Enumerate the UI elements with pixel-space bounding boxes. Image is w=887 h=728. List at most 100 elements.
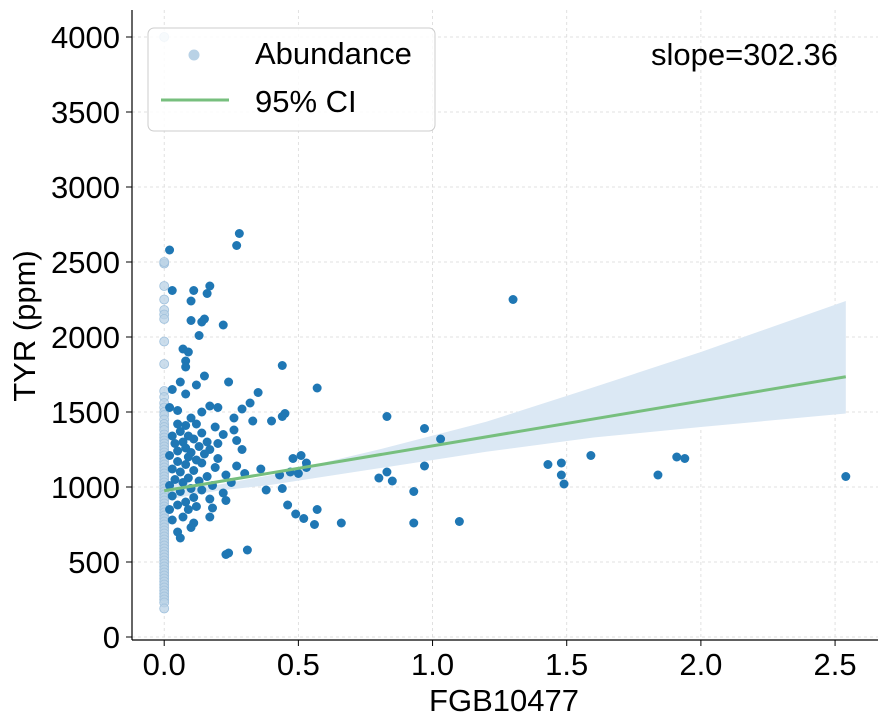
data-point-45 [167, 431, 177, 441]
data-point-11 [218, 320, 228, 330]
data-point-26 [245, 398, 255, 408]
legend-label-abundance: Abundance [255, 36, 412, 71]
y-ticks: 0 500 1000 1500 2000 2500 3000 3500 4000 [51, 20, 132, 655]
y-axis-label: TYR (ppm) [7, 250, 42, 402]
data-point-5 [189, 286, 199, 295]
data-point-126 [387, 476, 397, 486]
data-point-120 [167, 515, 177, 525]
y-tick-label-8: 4000 [51, 20, 120, 55]
data-point-3 [232, 241, 242, 250]
data-point-117 [186, 523, 196, 532]
data-point-119 [175, 533, 185, 543]
data-point-18 [199, 371, 209, 381]
data-point-142 [680, 454, 690, 463]
data-point-124 [374, 473, 384, 483]
data-point-130 [419, 424, 429, 433]
zero-point-2 [159, 257, 170, 267]
data-point-55 [194, 442, 204, 451]
data-point-70 [256, 464, 266, 474]
legend-frame [147, 27, 436, 132]
fit-line [163, 375, 847, 493]
y-tick-label-5: 2500 [51, 245, 120, 280]
data-point-140 [653, 470, 663, 480]
data-point-4 [205, 281, 215, 291]
data-point-32 [267, 416, 277, 426]
data-point-69 [232, 461, 242, 471]
data-point-95 [261, 485, 271, 495]
fit-line-layer [163, 375, 847, 493]
data-point-59 [173, 446, 183, 456]
data-point-62 [165, 451, 175, 460]
data-point-137 [556, 470, 566, 480]
data-point-23 [253, 388, 263, 397]
data-point-7 [186, 296, 196, 306]
data-point-76 [221, 470, 231, 480]
data-point-50 [202, 437, 212, 447]
data-point-14 [183, 347, 193, 357]
data-point-67 [197, 458, 207, 468]
data-point-93 [197, 485, 207, 495]
data-point-63 [183, 452, 193, 462]
data-point-52 [170, 439, 180, 448]
data-point-34 [229, 413, 239, 423]
data-point-25 [181, 389, 191, 399]
data-point-134 [508, 295, 518, 304]
data-point-96 [277, 484, 287, 493]
data-point-91 [165, 481, 175, 490]
y-tick-label-4: 2000 [51, 320, 120, 355]
data-point-54 [232, 436, 242, 445]
data-point-127 [382, 412, 392, 421]
ci-band-layer [164, 301, 846, 501]
data-point-83 [296, 451, 306, 460]
data-point-100 [205, 494, 215, 504]
zero-point-3 [159, 281, 170, 291]
y-tick-label-1: 500 [68, 545, 120, 580]
data-point-24 [167, 385, 177, 394]
data-point-68 [181, 460, 191, 469]
ci-band [164, 301, 846, 501]
data-point-138 [559, 479, 569, 489]
data-point-88 [178, 478, 188, 487]
data-point-8 [186, 316, 196, 325]
data-point-115 [309, 520, 319, 529]
data-point-104 [173, 500, 183, 510]
data-point-116 [336, 518, 346, 528]
legend-marker-abundance [188, 49, 200, 61]
points-layer [159, 32, 851, 614]
data-point-111 [299, 514, 309, 523]
legend: Abundance 95% CI [147, 27, 436, 132]
data-point-99 [189, 493, 199, 502]
data-point-97 [218, 488, 228, 498]
data-point-136 [556, 458, 566, 468]
data-point-77 [202, 472, 212, 481]
data-point-110 [291, 509, 301, 519]
x-tick-label-5: 2.5 [814, 647, 857, 682]
zero-point-9 [159, 359, 170, 369]
x-tick-label-3: 1.5 [545, 647, 588, 682]
data-point-84 [288, 454, 298, 463]
data-point-102 [221, 496, 231, 505]
data-point-106 [208, 503, 218, 513]
legend-label-ci: 95% CI [255, 84, 357, 119]
data-point-105 [191, 502, 201, 511]
data-point-108 [165, 505, 175, 514]
data-point-71 [210, 463, 220, 472]
data-point-48 [218, 430, 228, 439]
data-point-49 [189, 434, 199, 444]
zero-point-7 [159, 314, 170, 324]
data-point-128 [409, 487, 419, 496]
data-point-109 [312, 505, 322, 514]
x-tick-label-4: 2.0 [679, 647, 722, 682]
data-point-101 [181, 497, 191, 507]
data-point-22 [312, 383, 322, 393]
data-point-103 [283, 500, 293, 510]
data-point-47 [197, 428, 207, 438]
data-point-38 [186, 413, 196, 423]
data-point-35 [197, 407, 207, 417]
data-point-125 [382, 467, 392, 477]
x-axis-label: FGB10477 [429, 683, 579, 718]
data-point-1 [167, 286, 177, 295]
data-point-10 [199, 314, 209, 324]
data-point-129 [409, 518, 419, 528]
